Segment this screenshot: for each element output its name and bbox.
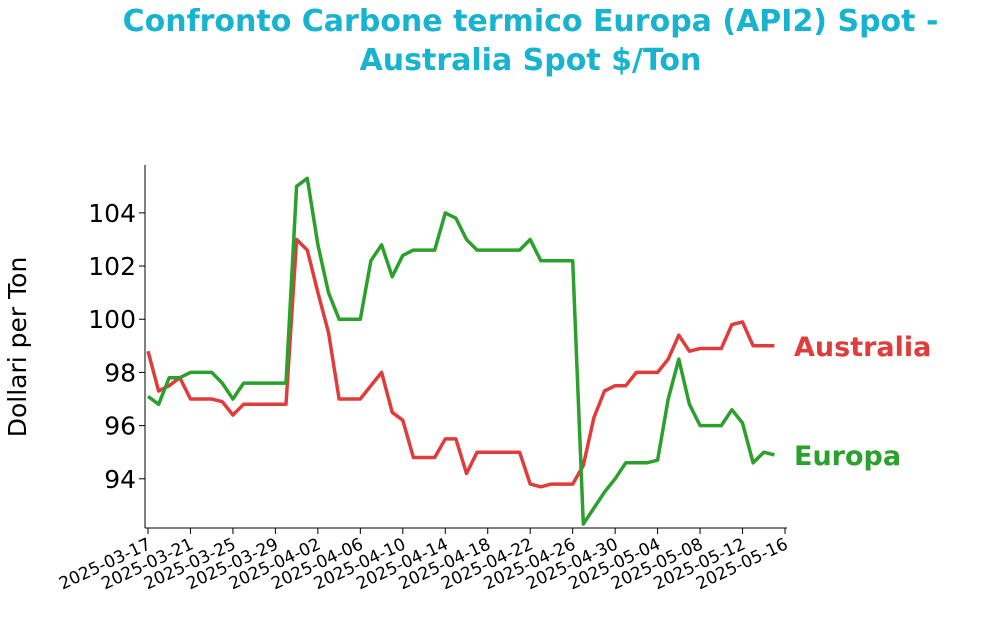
y-axis-label: Dollari per Ton: [3, 257, 32, 438]
y-tick-label: 104: [88, 199, 136, 228]
line-series: [146, 176, 775, 526]
y-tick-label: 102: [88, 252, 136, 281]
y-tick-label: 98: [104, 358, 136, 387]
y-tick-label: 94: [104, 465, 136, 494]
y-tick-label: 100: [88, 305, 136, 334]
line-series: [146, 237, 775, 489]
series-label: Europa: [794, 441, 901, 472]
y-tick-label: 96: [104, 412, 136, 441]
chart-title: Confronto Carbone termico Europa (API2) …: [122, 4, 939, 78]
series-label: Australia: [794, 332, 931, 363]
